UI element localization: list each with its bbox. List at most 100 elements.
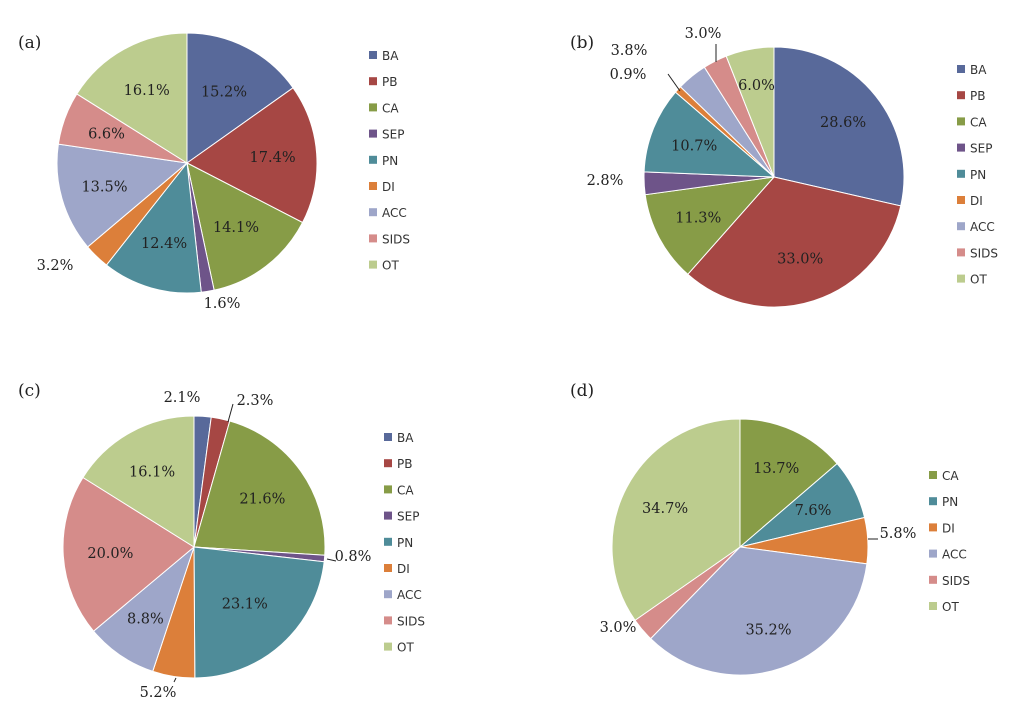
legend-swatch-sids xyxy=(384,616,392,625)
legend-swatch-di xyxy=(929,523,937,532)
legend-swatch-ba xyxy=(384,433,392,441)
legend-label-ba: BA xyxy=(970,63,987,77)
legend-swatch-sids xyxy=(929,575,937,584)
legend-swatch-ot xyxy=(929,602,937,610)
data-label-acc: 13.5% xyxy=(81,180,127,196)
panel-label: (a) xyxy=(18,33,41,53)
data-label-ba: 2.1% xyxy=(164,390,201,406)
legend-label-pb: PB xyxy=(382,75,397,89)
legend-label-pn: PN xyxy=(397,536,413,550)
data-label-pb: 17.4% xyxy=(250,150,296,166)
data-label-di: 5.2% xyxy=(140,685,177,701)
legend-label-pn: PN xyxy=(942,495,958,509)
data-label-di: 0.9% xyxy=(610,67,647,83)
legend-label-ca: CA xyxy=(970,115,987,129)
legend-label-ba: BA xyxy=(397,431,414,445)
legend-swatch-pb xyxy=(369,77,377,86)
panel-label: (c) xyxy=(18,381,41,401)
legend-swatch-pb xyxy=(384,459,392,468)
pie-slice-ca xyxy=(186,162,304,291)
pie-panel-b: (b) 28.6% 33.0% 11.3% 2.8% 10.7% 0.9% 3.8% 3.0% 6… xyxy=(570,26,998,308)
legend-swatch-pn xyxy=(369,155,377,164)
data-label-pn: 12.4% xyxy=(141,236,187,252)
legend-label-ot: OT xyxy=(970,273,987,287)
pie-slice-sids xyxy=(62,476,195,632)
pie-panel-c: (c) 2.1% 2.3% 21.6% 0.8% 23.1% 5.2% 8.8% 20.0% 16… xyxy=(18,381,425,701)
legend-label-sep: SEP xyxy=(970,142,992,156)
legend-swatch-di xyxy=(957,196,965,204)
pie-slice-pn xyxy=(193,546,325,679)
pie-slice-ba xyxy=(186,32,294,164)
leader-line-di xyxy=(173,677,177,683)
data-label-ba: 15.2% xyxy=(201,84,247,100)
legend-label-acc: ACC xyxy=(397,588,422,602)
data-label-pn: 10.7% xyxy=(671,139,717,155)
legend-swatch-acc xyxy=(957,222,965,231)
pie-slice-ot xyxy=(611,418,741,621)
data-label-sids: 3.0% xyxy=(685,26,722,42)
pie-slice-ot xyxy=(82,415,195,548)
data-label-acc: 35.2% xyxy=(745,622,791,638)
data-label-sep: 2.8% xyxy=(587,173,624,189)
data-label-pn: 7.6% xyxy=(795,503,832,519)
legend-label-ot: OT xyxy=(942,600,959,614)
data-label-pn: 23.1% xyxy=(222,597,268,613)
legend-label-acc: ACC xyxy=(942,548,967,562)
pie-slice-pn xyxy=(643,91,776,178)
data-label-ca: 13.7% xyxy=(753,461,799,477)
data-label-ot: 34.7% xyxy=(642,501,688,517)
legend-swatch-di xyxy=(384,564,392,572)
legend-label-di: DI xyxy=(970,194,983,208)
legend-swatch-ca xyxy=(384,485,392,494)
legend-label-ot: OT xyxy=(382,259,399,273)
pie-slice-ot xyxy=(76,32,188,164)
legend-swatch-sep xyxy=(384,511,392,520)
pie-slice-acc xyxy=(56,143,189,248)
legend-swatch-pb xyxy=(957,91,965,100)
legend-label-di: DI xyxy=(397,562,410,576)
legend-swatch-ba xyxy=(957,65,965,73)
legend-label-ba: BA xyxy=(382,49,399,63)
legend-swatch-acc xyxy=(384,590,392,599)
data-label-ca: 21.6% xyxy=(239,492,285,508)
legend-label-pn: PN xyxy=(970,168,986,182)
legend-swatch-ot xyxy=(384,642,392,651)
data-label-ot: 16.1% xyxy=(124,83,170,99)
data-label-ca: 14.1% xyxy=(213,220,259,236)
legend-label-pb: PB xyxy=(970,89,985,103)
legend-swatch-ot xyxy=(957,274,965,283)
legend-label-sep: SEP xyxy=(397,510,419,524)
data-label-ot: 6.0% xyxy=(738,78,775,94)
pie-slice-acc xyxy=(649,546,868,676)
data-label-pb: 2.3% xyxy=(237,393,274,409)
data-label-sids: 6.6% xyxy=(88,126,125,142)
legend-swatch-di xyxy=(369,182,377,190)
legend-label-sids: SIDS xyxy=(382,232,410,246)
data-label-di: 5.8% xyxy=(880,526,917,542)
pie-slice-ca xyxy=(739,418,838,549)
legend-label-sep: SEP xyxy=(382,128,404,142)
pie-slice-ca xyxy=(644,176,776,276)
data-label-acc: 3.8% xyxy=(611,43,648,59)
legend-swatch-sids xyxy=(369,234,377,243)
legend-label-pb: PB xyxy=(397,457,412,471)
legend-label-acc: ACC xyxy=(382,206,407,220)
legend-swatch-ca xyxy=(369,103,377,112)
data-label-pb: 33.0% xyxy=(777,252,823,268)
data-label-di: 3.2% xyxy=(37,258,74,274)
pie-slice-ca xyxy=(193,420,326,556)
pie-slice-pb xyxy=(687,176,902,308)
data-label-sids: 3.0% xyxy=(600,620,637,636)
data-label-ot: 16.1% xyxy=(129,464,175,480)
legend-swatch-ba xyxy=(369,51,377,59)
legend-swatch-pn xyxy=(957,169,965,178)
pie-panel-a: (a) 15.2% 17.4% 14.1% 1.6% 12.4% 3.2% 13.5% 6.6%… xyxy=(18,32,410,312)
legend-label-sids: SIDS xyxy=(942,574,970,588)
legend-label-di: DI xyxy=(942,521,955,535)
legend-swatch-ca xyxy=(957,117,965,126)
panel-label: (b) xyxy=(570,33,594,53)
legend-label-sids: SIDS xyxy=(397,614,425,628)
data-label-sep: 1.6% xyxy=(204,296,241,312)
data-label-acc: 8.8% xyxy=(127,612,164,628)
